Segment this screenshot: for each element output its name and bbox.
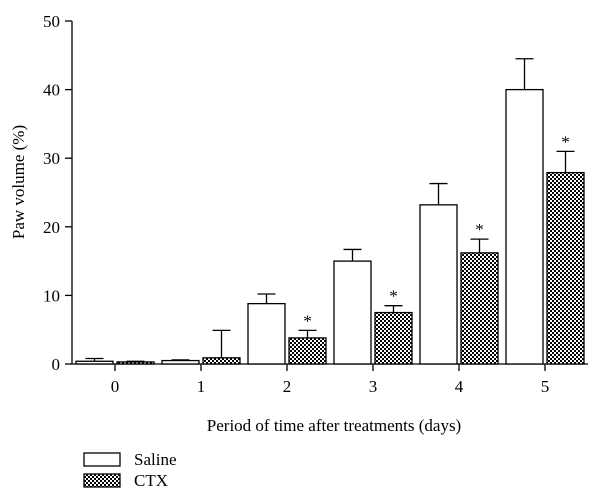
y-axis-label: Paw volume (%) — [9, 125, 28, 239]
y-tick-label: 30 — [43, 149, 60, 168]
y-tick-label: 40 — [43, 81, 60, 100]
x-tick-label: 3 — [369, 377, 378, 396]
bars: * * * * — [75, 58, 585, 365]
significance-marker: * — [561, 132, 570, 151]
bar-saline-4 — [419, 204, 458, 365]
bar-saline-0 — [75, 360, 114, 365]
y-tick-label: 50 — [43, 12, 60, 31]
bar-saline-5 — [505, 88, 544, 365]
legend: Saline CTX — [83, 450, 177, 490]
bar-ctx-2 — [288, 337, 327, 365]
legend-label-saline: Saline — [134, 450, 177, 469]
y-axis: 0 10 20 30 40 50 — [43, 12, 73, 374]
y-tick-label: 10 — [43, 286, 60, 305]
x-tick-label: 4 — [455, 377, 464, 396]
bar-ctx-5 — [546, 171, 585, 365]
x-tick-label: 0 — [111, 377, 120, 396]
bar-ctx-1 — [202, 357, 241, 365]
x-tick-label: 5 — [541, 377, 550, 396]
significance-marker: * — [389, 287, 398, 306]
significance-marker: * — [475, 220, 484, 239]
x-tick-label: 1 — [197, 377, 206, 396]
legend-swatch-ctx — [83, 473, 121, 488]
x-tick-label: 2 — [283, 377, 292, 396]
bar-saline-3 — [333, 260, 372, 365]
legend-label-ctx: CTX — [134, 471, 168, 490]
y-tick-label: 20 — [43, 218, 60, 237]
significance-marker: * — [303, 311, 312, 330]
x-axis-label: Period of time after treatments (days) — [207, 416, 461, 435]
y-tick-label: 0 — [52, 355, 61, 374]
bar-ctx-0 — [116, 361, 155, 365]
bar-saline-1 — [161, 359, 200, 365]
bar-ctx-4 — [460, 252, 499, 365]
x-axis: 0 1 2 3 4 5 — [72, 363, 588, 396]
bar-ctx-3 — [374, 311, 413, 365]
bar-saline-2 — [247, 302, 286, 365]
legend-swatch-saline — [83, 452, 121, 467]
